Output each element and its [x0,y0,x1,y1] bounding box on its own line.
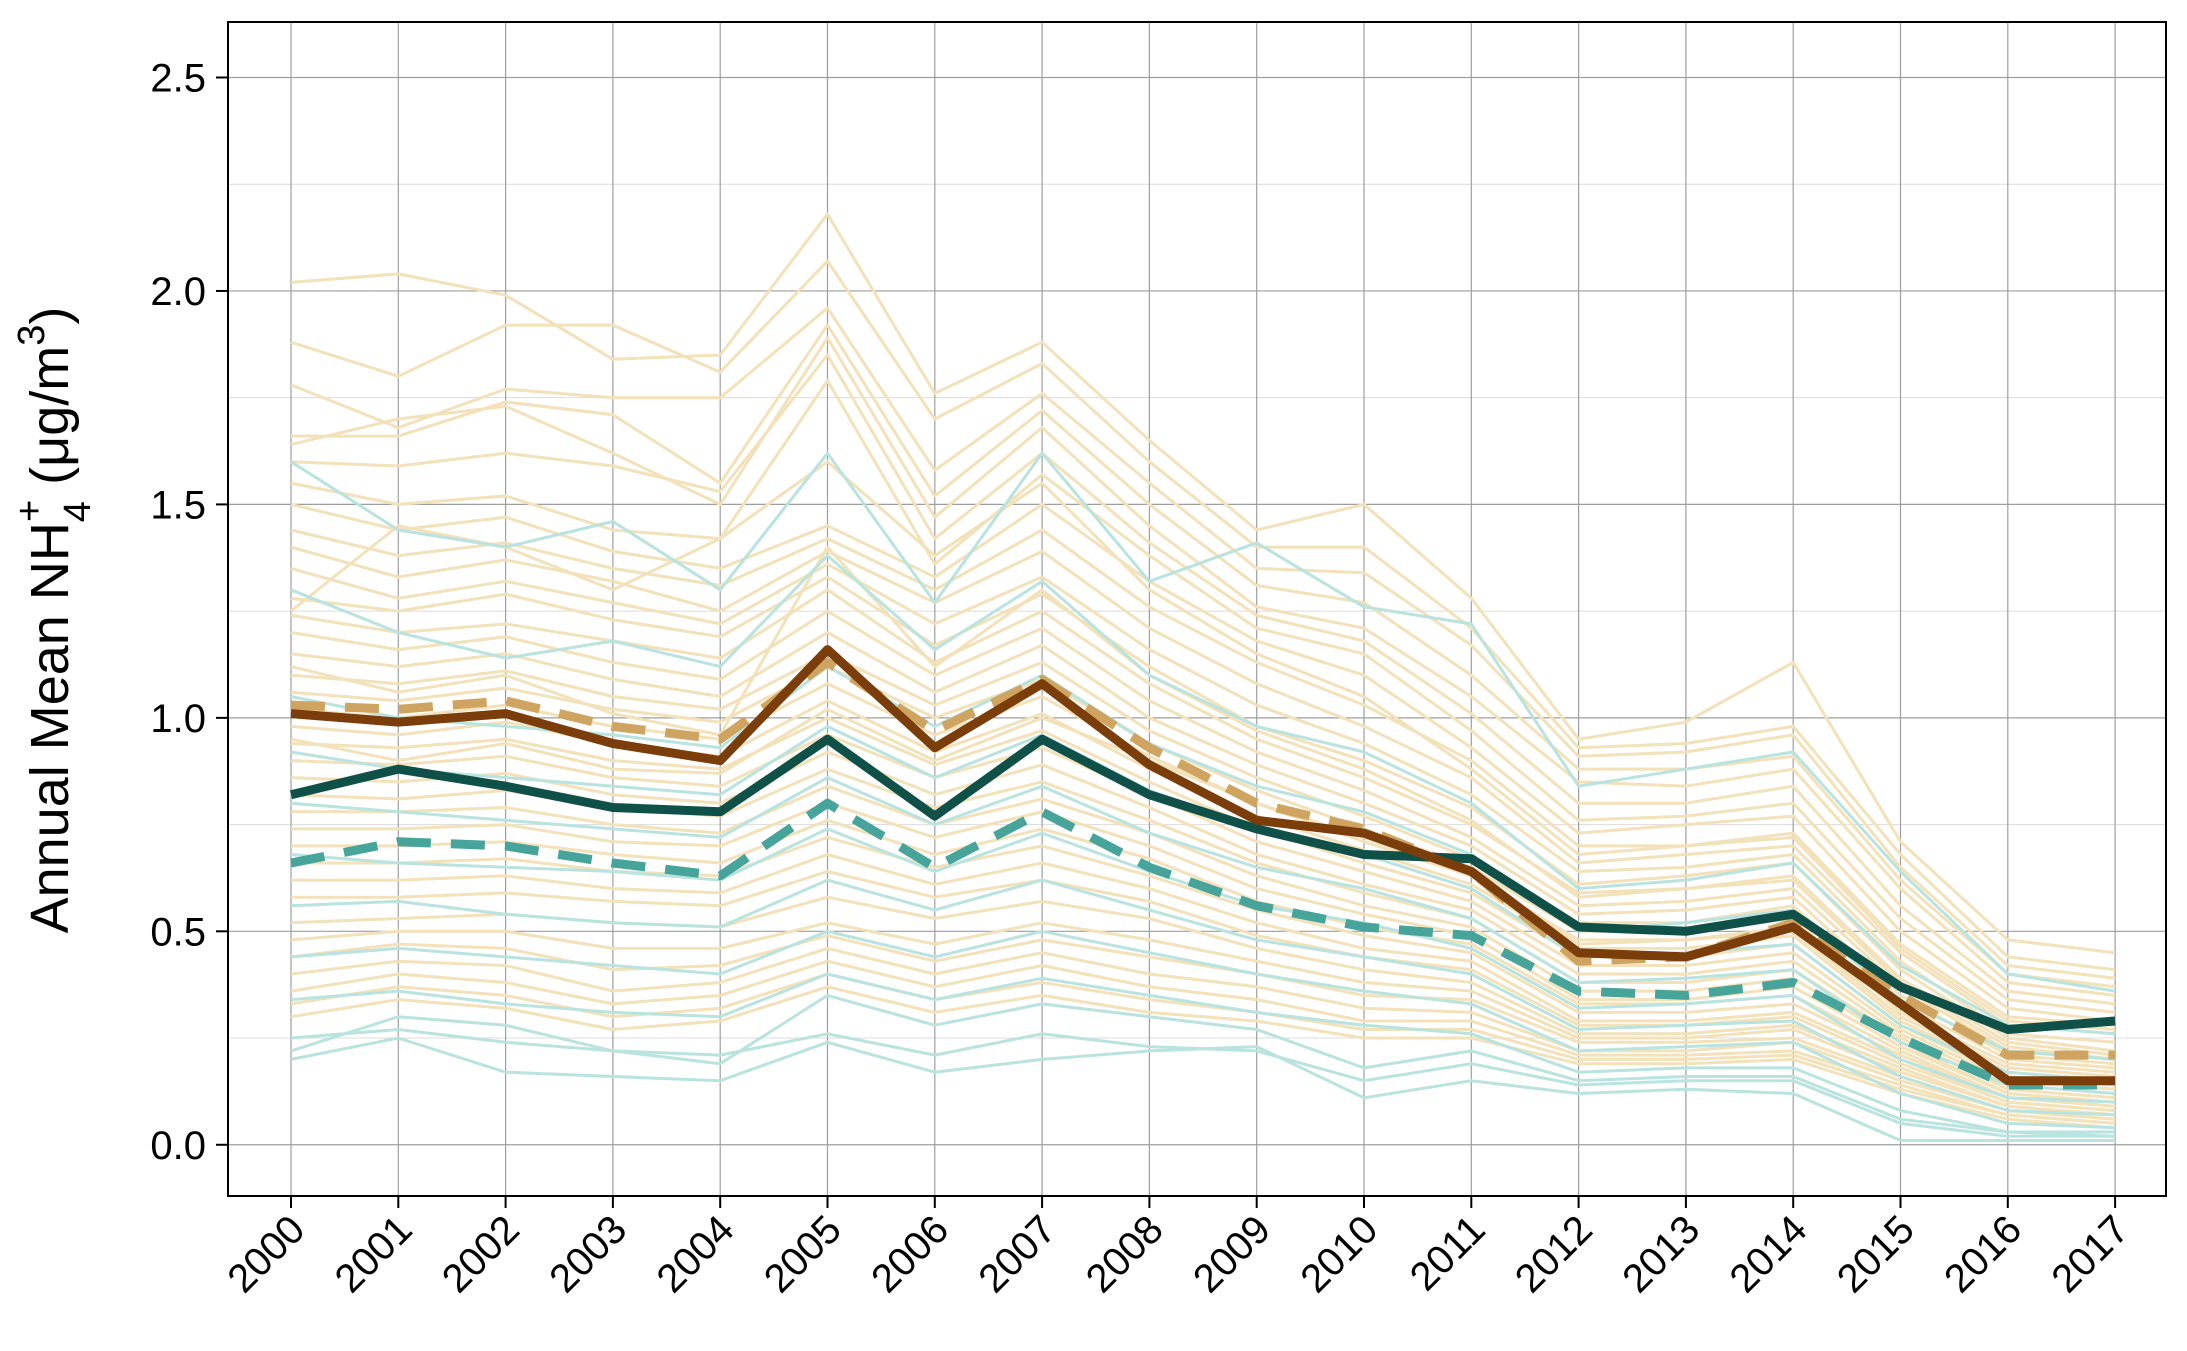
tan-site-line [290,306,2116,980]
tan-site-line [291,853,2116,1113]
tan-site-line [290,460,2116,1031]
dark-teal-mean-line [289,734,2116,1034]
y-tick-label: 2.0 [150,270,206,314]
y-axis: 0.0 0.5 1.0 1.5 2.0 2.5 [150,56,228,1168]
teal-site-line [290,1036,2116,1142]
x-tick-label: 2010 [1292,1207,1386,1301]
tan-site-line [290,212,2116,955]
teal-site-line [290,554,2116,1036]
tan-site-line [290,946,2116,1121]
tan-site-line [290,528,2116,1027]
y-tick-label: 0.5 [150,910,206,954]
tan-site-line [290,609,2116,1061]
tan-site-line [290,259,2116,972]
tan-site-line [290,631,2116,1066]
x-tick-label: 2005 [756,1207,850,1301]
tan-site-lines [290,212,2116,1130]
tan-site-line [290,545,2116,1061]
tan-site-line [290,750,2116,1095]
x-tick-label: 2014 [1722,1207,1816,1301]
x-tick-label: 2013 [1614,1207,1708,1301]
x-tick-label: 2009 [1185,1207,1279,1301]
tan-site-line [290,985,2116,1130]
tan-site-line [291,801,2116,1104]
teal-site-line [290,972,2116,1138]
y-axis-title: Annual Mean NH4+ (μg/m3) [9,307,99,934]
tan-site-line [291,870,2116,1113]
tan-site-line [290,562,2116,1044]
x-tick-label: 2002 [434,1207,528,1301]
tan-site-line [290,921,2116,1117]
teal-site-line [290,451,2116,993]
tan-site-line [290,588,2116,1057]
teal-site-lines [290,451,2116,1142]
x-tick-label: 2017 [2043,1207,2137,1301]
tan-site-line [290,707,2116,1078]
x-tick-label: 2016 [1936,1207,2030,1301]
tan-site-line [291,784,2116,1104]
tan-site-line [290,502,2116,1023]
x-tick-label: 2003 [541,1207,635,1301]
tan-site-line [290,934,2116,1121]
brown-mean-line [290,645,2116,1086]
x-tick-label: 2008 [1078,1207,1172,1301]
x-axis: 2000 2001 2002 2003 2004 2005 2006 2007 2008 2009… [219,1196,2137,1301]
y-tick-label: 1.0 [150,697,206,741]
y-tick-label: 1.5 [150,483,206,527]
tan-site-line [290,545,2116,1036]
x-tick-label: 2000 [219,1207,313,1301]
teal-site-line [290,929,2116,1130]
summary-lines [289,645,2116,1090]
x-tick-label: 2015 [1829,1207,1923,1301]
x-tick-label: 2007 [970,1207,1064,1301]
tan-site-line [290,336,2116,997]
x-tick-label: 2004 [649,1207,743,1301]
tan-site-line [290,972,2116,1125]
teal-median-line [290,798,2116,1090]
x-tick-label: 2012 [1507,1207,1601,1301]
y-tick-label: 2.5 [150,56,206,100]
teal-site-line [290,878,2116,1117]
tan-site-line [290,959,2116,1125]
tan-site-line [291,323,2116,989]
y-tick-label: 0.0 [150,1124,206,1168]
x-tick-label: 2001 [327,1207,421,1301]
x-tick-label: 2006 [863,1207,957,1301]
teal-site-line [290,993,2116,1134]
teal-site-line [290,776,2116,1095]
tan-site-line [290,353,2116,1006]
plot-frame [227,21,2167,1197]
x-tick-label: 2011 [1402,1207,1494,1299]
tan-site-line [290,733,2116,1091]
tan-median-line [290,657,2116,1060]
